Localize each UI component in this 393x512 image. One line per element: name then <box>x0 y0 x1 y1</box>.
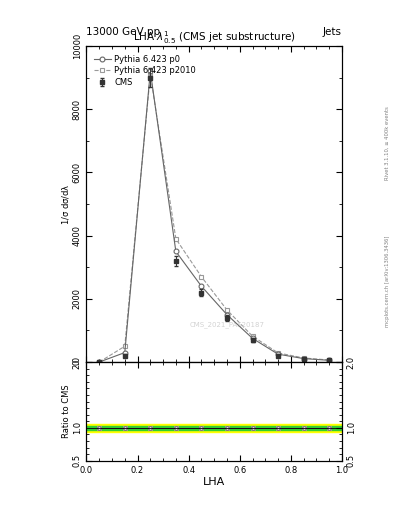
Pythia 6.423 p2010 <box>174 236 178 242</box>
Title: LHA $\lambda^{1}_{0.5}$ (CMS jet substructure): LHA $\lambda^{1}_{0.5}$ (CMS jet substru… <box>133 29 296 46</box>
Pythia 6.423 p2010 <box>97 359 101 365</box>
Text: Rivet 3.1.10, ≥ 400k events: Rivet 3.1.10, ≥ 400k events <box>385 106 389 180</box>
Pythia 6.423 p2010 <box>250 333 255 339</box>
Y-axis label: Ratio to CMS: Ratio to CMS <box>62 385 71 438</box>
Pythia 6.423 p0 <box>225 312 230 318</box>
Pythia 6.423 p2010 <box>148 72 152 78</box>
Pythia 6.423 p2010 <box>327 357 332 363</box>
Pythia 6.423 p2010 <box>199 274 204 280</box>
Text: 13000 GeV pp: 13000 GeV pp <box>86 27 161 37</box>
Pythia 6.423 p0 <box>199 283 204 289</box>
Text: CMS_2021_PAS20187: CMS_2021_PAS20187 <box>189 321 264 328</box>
X-axis label: LHA: LHA <box>203 477 225 487</box>
Text: Jets: Jets <box>323 27 342 37</box>
Pythia 6.423 p2010 <box>276 350 281 356</box>
Pythia 6.423 p0 <box>97 359 101 365</box>
Pythia 6.423 p0 <box>301 355 306 361</box>
Line: Pythia 6.423 p2010: Pythia 6.423 p2010 <box>97 72 332 365</box>
Legend: Pythia 6.423 p0, Pythia 6.423 p2010, CMS: Pythia 6.423 p0, Pythia 6.423 p2010, CMS <box>92 52 198 90</box>
Y-axis label: $\mathrm{1/\sigma\ d\sigma/d\lambda}$: $\mathrm{1/\sigma\ d\sigma/d\lambda}$ <box>60 183 71 225</box>
Pythia 6.423 p2010 <box>225 307 230 313</box>
Pythia 6.423 p2010 <box>301 355 306 361</box>
Pythia 6.423 p0 <box>250 335 255 342</box>
Pythia 6.423 p0 <box>123 350 127 356</box>
Pythia 6.423 p0 <box>174 248 178 254</box>
Line: Pythia 6.423 p0: Pythia 6.423 p0 <box>97 69 332 365</box>
Text: mcplots.cern.ch [arXiv:1306.3436]: mcplots.cern.ch [arXiv:1306.3436] <box>385 236 389 327</box>
Pythia 6.423 p0 <box>148 68 152 74</box>
Pythia 6.423 p2010 <box>123 343 127 349</box>
Pythia 6.423 p0 <box>276 351 281 357</box>
Pythia 6.423 p0 <box>327 357 332 364</box>
